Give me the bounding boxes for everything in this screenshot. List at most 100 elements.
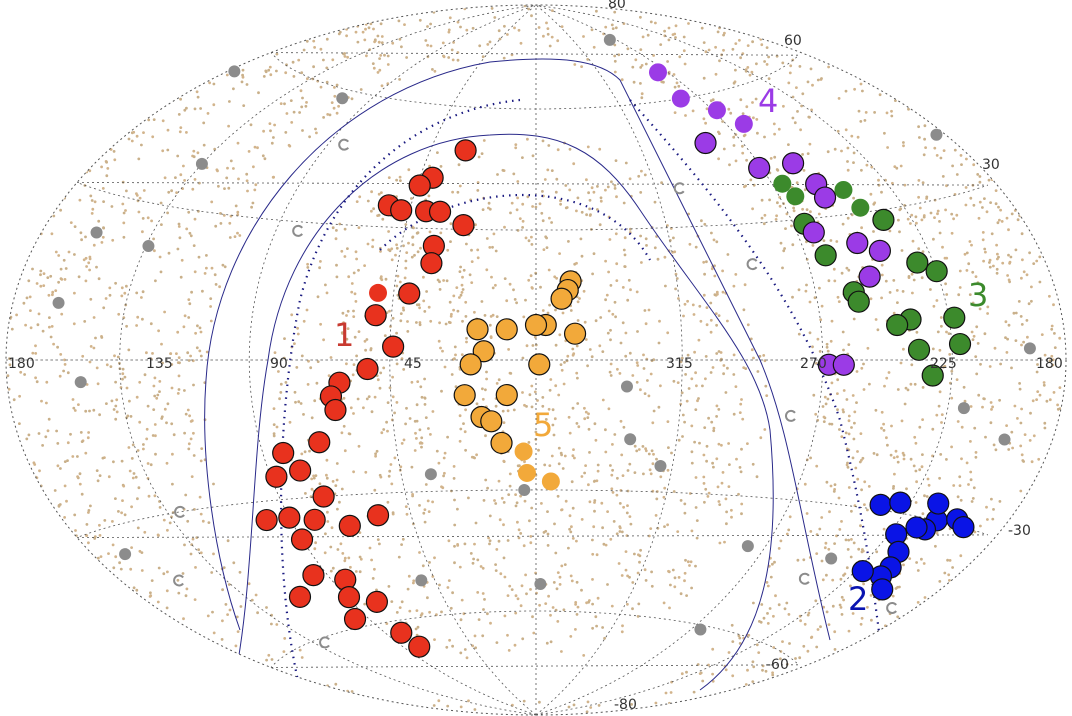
background-point [837,300,841,303]
background-point [559,199,562,203]
background-point [215,168,219,172]
background-point [403,276,407,280]
background-point [47,417,51,421]
background-point [370,190,373,194]
background-point [544,235,548,239]
background-point [486,486,489,490]
background-point [640,96,644,100]
background-point [783,607,787,611]
background-point [740,398,743,401]
background-point [704,50,708,54]
background-point [440,485,443,489]
background-point [46,276,50,279]
background-point [947,573,951,577]
background-point [727,442,730,445]
background-point [494,249,498,253]
background-point [937,404,941,408]
background-point [96,479,100,483]
group-label-1: 1 [334,316,355,354]
background-point [236,231,239,235]
background-point [571,406,575,410]
background-point [135,324,139,327]
background-point [746,66,750,69]
background-point [395,401,399,404]
background-point [942,149,946,153]
background-point [222,566,226,569]
background-point [59,467,62,470]
background-point [268,122,272,125]
background-point [456,507,459,511]
background-point [352,309,355,313]
background-point [571,454,575,458]
background-point [762,616,766,620]
background-point [861,89,864,93]
background-point [300,452,304,456]
background-point [182,617,185,621]
background-point [546,311,550,315]
background-point [909,457,913,461]
background-point [648,468,652,472]
background-point [564,499,568,503]
group-1-point [308,431,331,454]
group-1-point [420,252,443,275]
background-point [917,195,920,199]
background-point [877,183,881,187]
background-point [166,402,170,406]
background-point [875,550,879,554]
background-point [459,427,463,431]
background-point [688,564,691,567]
background-point [544,529,548,533]
background-point [190,290,194,294]
background-point [412,581,415,585]
background-point [492,232,496,236]
background-point [489,621,492,625]
background-point [948,579,951,582]
background-point [138,380,142,384]
background-point [811,244,815,247]
background-point [706,495,710,498]
background-point [162,572,166,576]
background-point [962,385,966,389]
background-point [292,75,296,78]
background-point [705,323,709,327]
background-point [111,520,114,523]
group-5 [453,270,587,491]
background-point [803,482,807,486]
background-point [277,370,280,373]
background-point [415,321,418,324]
background-point [85,265,88,268]
background-point [135,395,139,399]
background-point [205,266,208,270]
background-point [631,65,635,69]
background-point [732,353,736,357]
background-point [1023,433,1027,436]
grey-point [620,380,633,393]
background-point [734,159,738,163]
background-point [939,453,943,456]
background-point [968,240,972,243]
background-point [372,27,375,31]
background-point [700,26,704,30]
background-point [1009,255,1013,259]
background-point [539,285,542,289]
background-point [730,508,733,512]
background-point [862,388,866,391]
background-point [580,518,584,521]
background-point [756,131,759,135]
background-point [400,357,404,360]
background-point [459,618,463,622]
background-point [714,312,718,315]
background-point [914,501,918,504]
background-point [452,477,456,480]
background-point [598,147,602,151]
background-point [98,413,101,417]
background-point [614,159,618,163]
background-point [275,69,278,73]
background-point [841,330,845,334]
background-point [902,141,905,144]
background-point [925,195,929,199]
background-point [869,192,873,196]
background-point [191,537,195,541]
background-point [586,58,590,61]
background-point [140,296,143,299]
